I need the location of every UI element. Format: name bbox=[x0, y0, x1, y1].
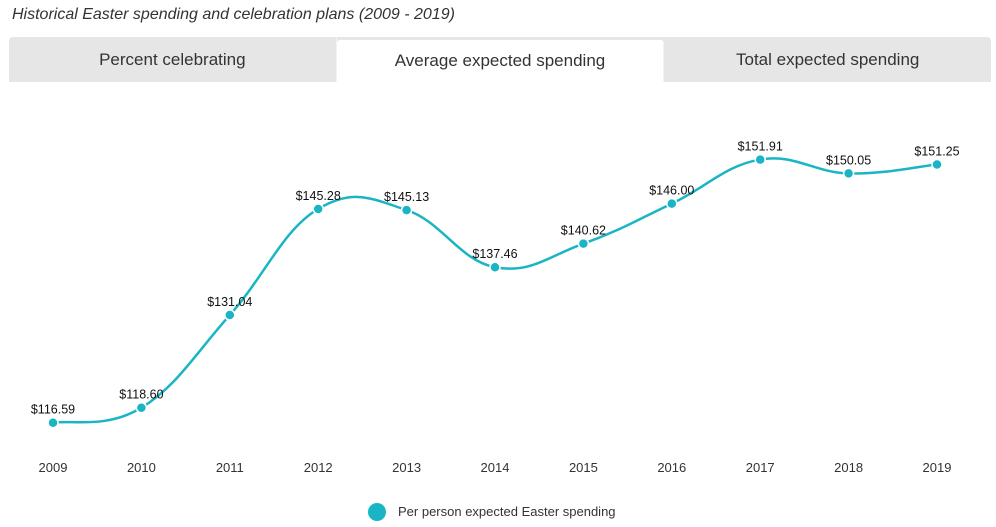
x-tick-label: 2014 bbox=[481, 460, 510, 475]
tab-percent-celebrating[interactable]: Percent celebrating bbox=[9, 37, 337, 82]
series-line bbox=[52, 157, 938, 424]
line-chart: $116.59 2009 $118.60 2010 $131.04 2011 $145.28… bbox=[31, 140, 960, 521]
data-point[interactable] bbox=[47, 416, 59, 429]
x-tick-label: 2013 bbox=[392, 460, 421, 475]
data-point[interactable] bbox=[489, 261, 501, 273]
data-point[interactable] bbox=[754, 153, 766, 166]
data-label: $137.46 bbox=[472, 247, 517, 261]
x-tick-label: 2009 bbox=[39, 460, 68, 475]
legend-label: Per person expected Easter spending bbox=[398, 504, 616, 519]
x-tick-label: 2017 bbox=[746, 460, 775, 475]
data-label: $116.59 bbox=[31, 403, 75, 417]
data-point[interactable] bbox=[224, 309, 236, 321]
x-tick-label: 2019 bbox=[923, 460, 952, 475]
x-tick-label: 2016 bbox=[657, 460, 686, 475]
tab-average-expected-spending[interactable]: Average expected spending bbox=[336, 40, 665, 82]
data-point[interactable] bbox=[400, 204, 413, 216]
x-tick-label: 2011 bbox=[216, 460, 244, 475]
data-label: $131.04 bbox=[207, 295, 252, 309]
data-point[interactable] bbox=[666, 197, 678, 210]
data-point[interactable] bbox=[135, 401, 148, 414]
x-tick-label: 2015 bbox=[569, 460, 598, 475]
tab-total-expected-spending[interactable]: Total expected spending bbox=[736, 49, 920, 69]
data-label: $118.60 bbox=[119, 388, 163, 402]
x-tick-label: 2010 bbox=[127, 460, 156, 475]
data-label: $140.62 bbox=[561, 224, 606, 238]
data-point[interactable] bbox=[842, 167, 855, 180]
legend-marker bbox=[368, 503, 386, 521]
data-point[interactable] bbox=[312, 203, 324, 215]
data-label: $145.13 bbox=[384, 190, 429, 204]
data-label: $145.28 bbox=[296, 189, 341, 203]
data-point[interactable] bbox=[577, 237, 590, 250]
chart-title: Historical Easter spending and celebrati… bbox=[12, 6, 455, 23]
x-tick-label: 2012 bbox=[304, 460, 333, 475]
data-label: $151.25 bbox=[914, 144, 959, 158]
legend[interactable]: Per person expected Easter spending bbox=[368, 503, 616, 521]
x-tick-label: 2018 bbox=[834, 460, 863, 475]
data-label: $150.05 bbox=[826, 153, 871, 167]
plot-layer: $116.59 2009 $118.60 2010 $131.04 2011 $145.28… bbox=[31, 140, 960, 521]
data-label: $151.91 bbox=[738, 140, 783, 154]
tab-bar: Percent celebrating Average expected spe… bbox=[9, 37, 991, 82]
data-label: $146.00 bbox=[649, 184, 694, 198]
data-point[interactable] bbox=[931, 158, 943, 171]
